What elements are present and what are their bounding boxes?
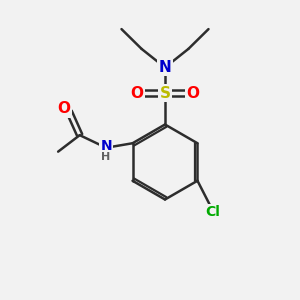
Text: O: O: [187, 85, 200, 100]
Text: H: H: [101, 152, 111, 162]
Text: N: N: [159, 60, 171, 75]
Text: S: S: [160, 85, 170, 100]
Text: N: N: [100, 139, 112, 153]
Text: O: O: [57, 101, 70, 116]
Text: O: O: [130, 85, 143, 100]
Text: Cl: Cl: [205, 205, 220, 219]
